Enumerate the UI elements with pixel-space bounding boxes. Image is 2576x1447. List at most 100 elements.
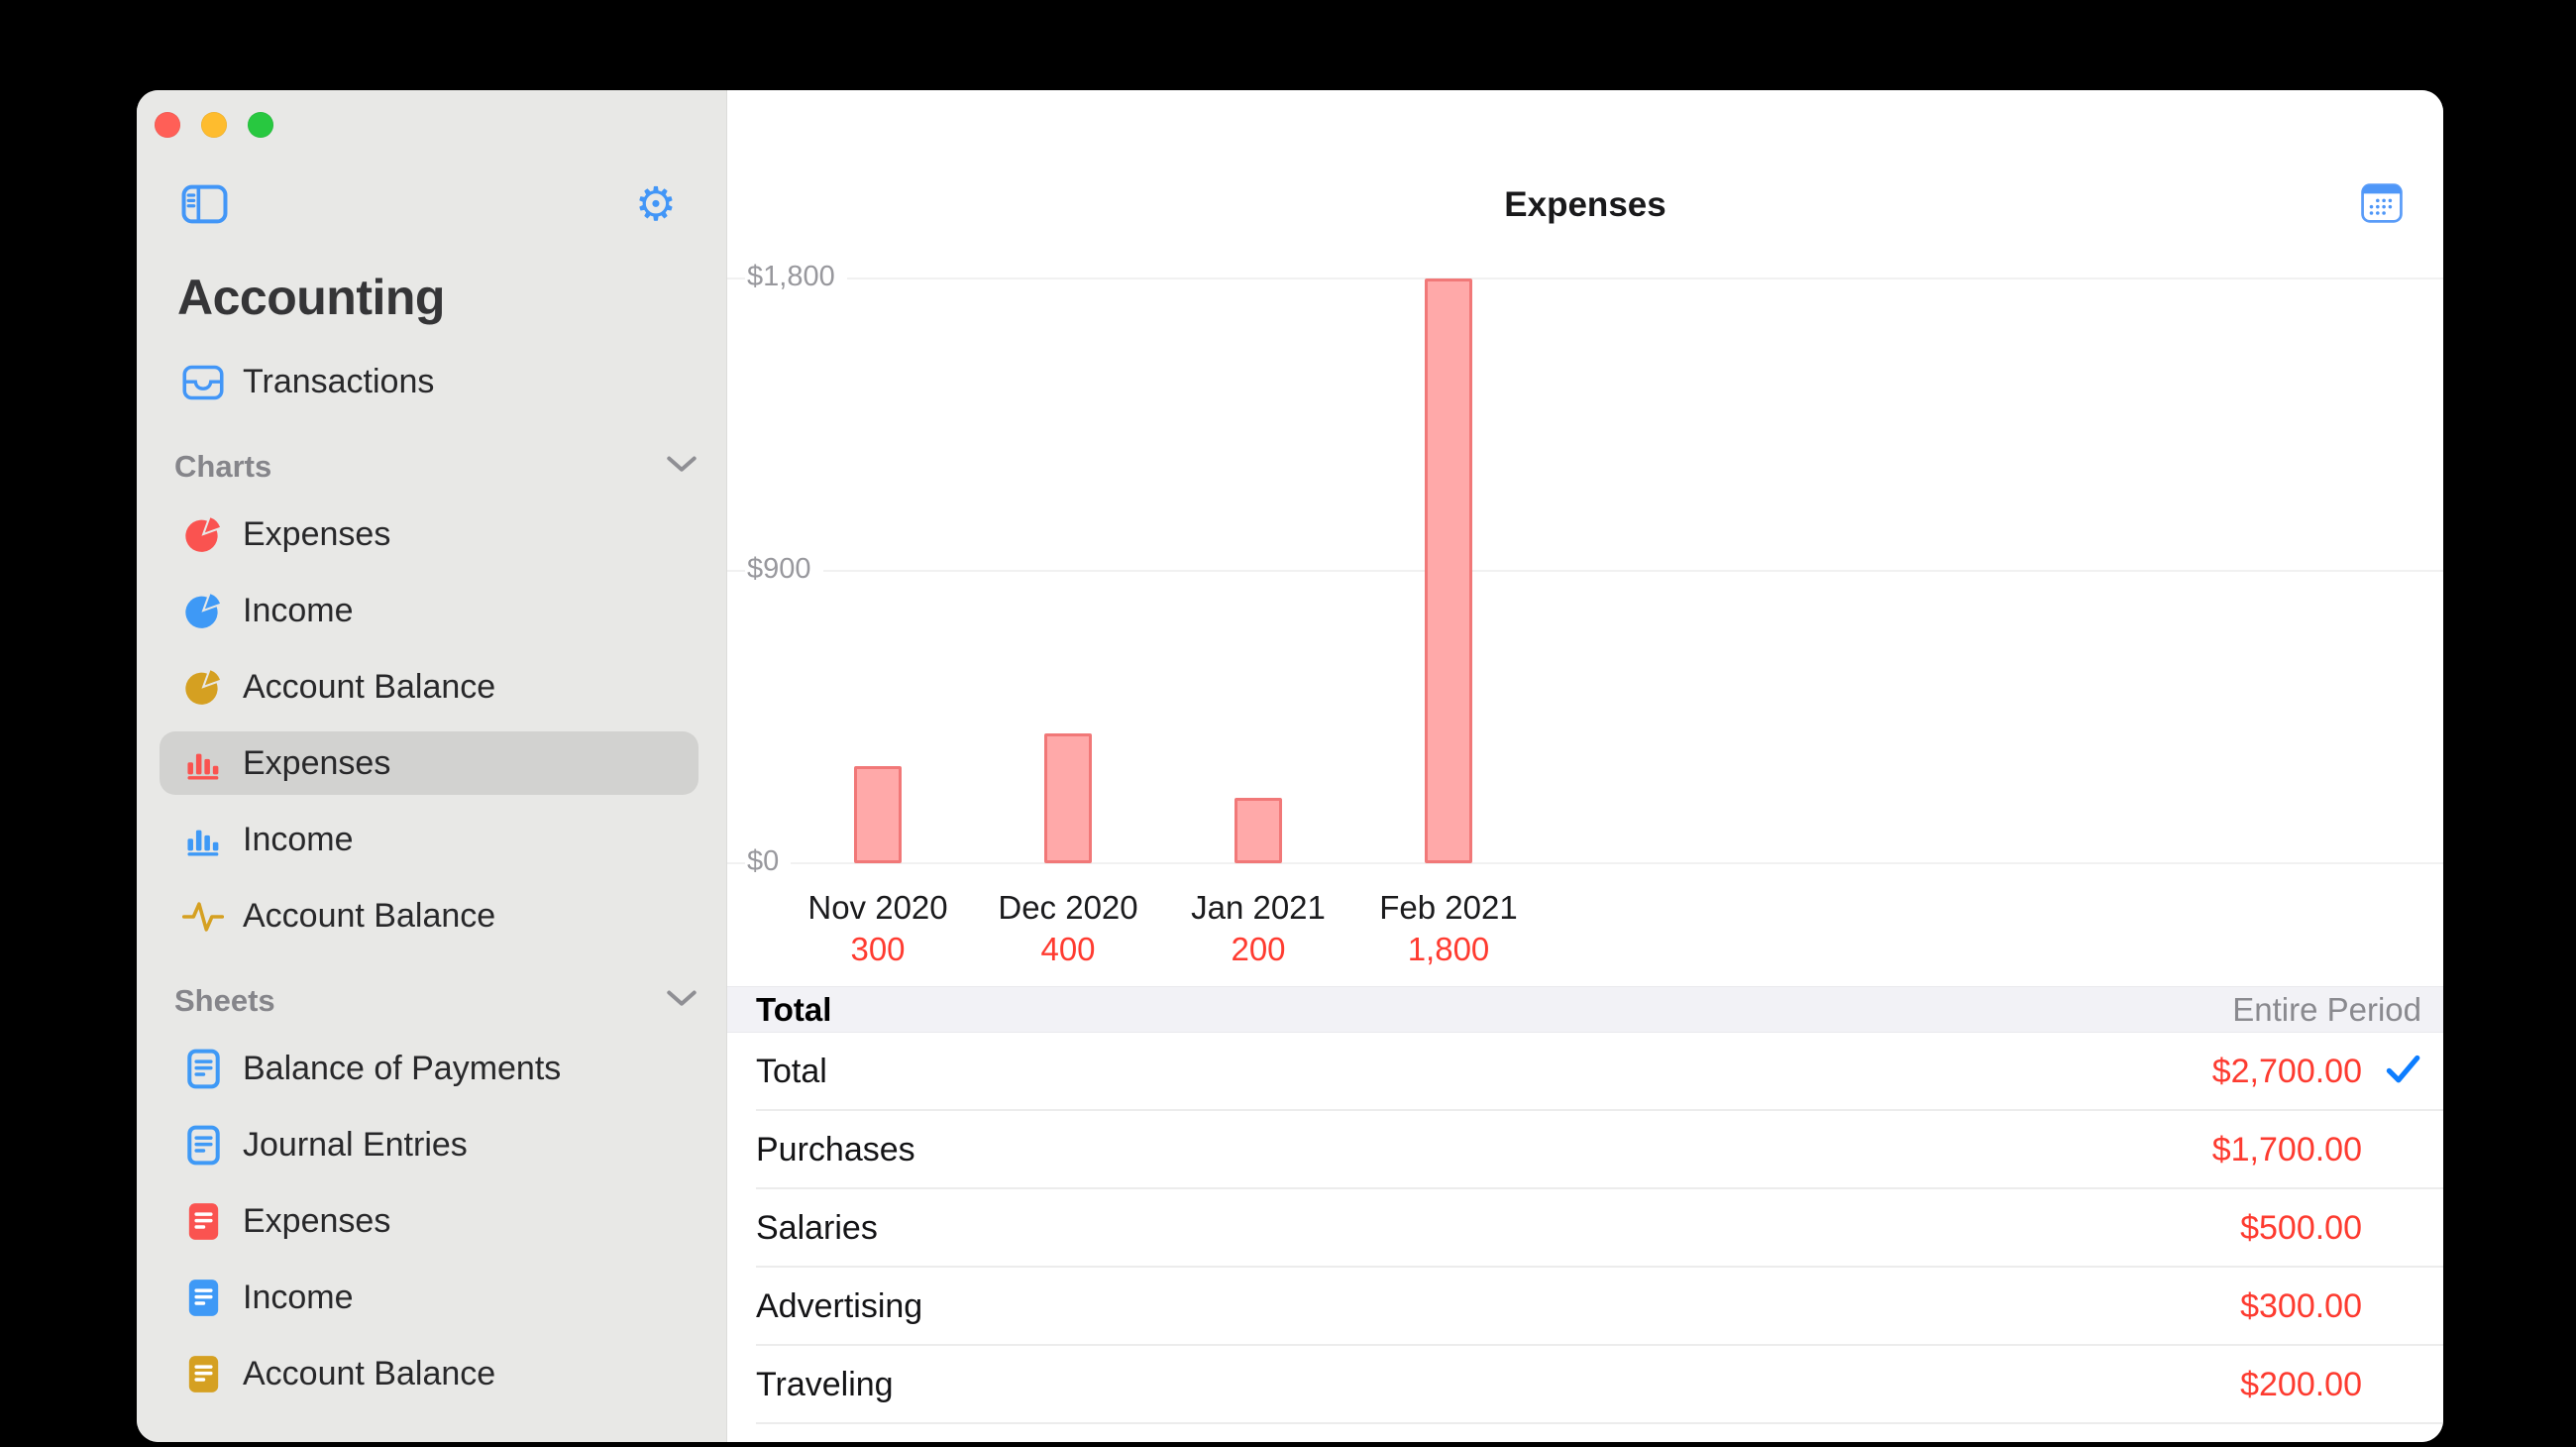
table-row-traveling[interactable]: Traveling $200.00 [727,1346,2443,1424]
sidebar-toolbar: ⚙ [181,177,677,232]
row-amount: $500.00 [2240,1209,2362,1247]
sidebar-item-label: Income [243,592,354,629]
bar-chart-icon [181,742,225,786]
row-amount: $1,700.00 [2211,1131,2362,1169]
sidebar-item-balance-of-payments[interactable]: Balance of Payments [137,1031,726,1107]
sidebar-item-account-balance[interactable]: Account Balance [137,1336,726,1412]
sidebar-item-income[interactable]: Income [137,573,726,649]
section-label: Sheets [174,983,275,1018]
bar-month-label: Feb 2021 [1379,889,1518,926]
pie-chart-icon [181,590,225,633]
traffic-light-minimize[interactable] [201,112,227,138]
table-row-purchases[interactable]: Purchases $1,700.00 [727,1111,2443,1189]
check-icon [2386,1055,2421,1090]
sidebar-toggle-icon [181,184,228,227]
bar-nov-2020 [854,765,902,863]
sidebar-item-expenses[interactable]: Expenses [137,725,726,802]
bar-feb-2021 [1425,278,1472,863]
tray-icon [181,361,225,404]
line-chart-icon [181,895,225,939]
bar-value-label: 400 [1040,931,1096,967]
sidebar-item-label: Account Balance [243,668,496,706]
sidebar-item-label: Journal Entries [243,1126,468,1164]
chart-title: Expenses [1504,185,1666,224]
table-row-advertising[interactable]: Advertising $300.00 [727,1268,2443,1346]
chevron-down-icon[interactable] [667,990,697,1012]
bar-chart: $0 $900 $1,800 Nov 2020 300 Dec 2020 400 Jan 20… [727,90,2443,986]
app-title: Accounting [177,270,445,325]
sidebar-item-label: Expenses [243,1202,391,1240]
sidebar-item-label: Account Balance [243,1355,496,1392]
main-panel: Expenses $0 $900 $1,800 Nov 2020 300 Dec 2020… [726,90,2443,1442]
bar-jan-2021 [1234,798,1282,863]
y-axis-tick: $0 [745,841,792,881]
document-icon [181,1353,225,1396]
app-window: ⚙ Accounting Transactions Charts Expenses I… [137,90,2443,1442]
bar-month-label: Dec 2020 [998,889,1138,926]
document-icon [181,1124,225,1168]
bar-dec-2020 [1044,732,1092,863]
row-amount: $200.00 [2240,1366,2362,1403]
y-axis-tick: $900 [745,549,823,589]
document-icon [181,1200,225,1244]
sidebar-item-expenses[interactable]: Expenses [137,1183,726,1260]
sidebar-item-account-balance[interactable]: Account Balance [137,878,726,954]
sidebar-item-label: Income [243,821,354,858]
document-icon [181,1277,225,1320]
section-label: Charts [174,449,272,484]
bar-month-label: Jan 2021 [1191,889,1326,926]
table-row-total[interactable]: Total $2,700.00 [727,1033,2443,1111]
sidebar-item-expenses[interactable]: Expenses [137,497,726,573]
sidebar-item-account-balance[interactable]: Account Balance [137,649,726,725]
pie-chart-icon [181,666,225,710]
bar-value-label: 300 [850,931,906,967]
sidebar-item-label: Expenses [243,744,391,782]
row-label: Total [756,1053,827,1090]
table-header-period: Entire Period [2232,990,2421,1028]
section-header-sheets[interactable]: Sheets [174,976,697,1026]
settings-button[interactable]: ⚙ [634,177,677,232]
sidebar-item-label: Account Balance [243,897,496,935]
check-slot [2362,1055,2421,1090]
sidebar-item-label: Balance of Payments [243,1050,562,1087]
sidebar-item-journal-entries[interactable]: Journal Entries [137,1107,726,1183]
sidebar-item-transactions[interactable]: Transactions [137,344,726,420]
sidebar-item-label: Income [243,1279,354,1316]
y-axis-tick: $1,800 [745,257,847,296]
row-amount: $2,700.00 [2211,1053,2362,1090]
bar-value-label: 1,800 [1407,931,1490,967]
pie-chart-icon [181,513,225,557]
calendar-icon [2361,182,2403,226]
bar-value-label: 200 [1231,931,1286,967]
chevron-down-icon[interactable] [667,456,697,478]
bar-chart-icon [181,819,225,862]
sidebar: ⚙ Accounting Transactions Charts Expenses I… [137,90,726,1442]
section-header-charts[interactable]: Charts [174,442,697,492]
bar-month-label: Nov 2020 [807,889,948,926]
sidebar-nav: Transactions Charts Expenses Income Account … [137,344,726,1412]
sidebar-item-label: Transactions [243,363,435,400]
gridline [727,278,2443,279]
table-row-salaries[interactable]: Salaries $500.00 [727,1189,2443,1268]
row-amount: $300.00 [2240,1287,2362,1325]
gear-icon: ⚙ [634,177,677,232]
gridline [727,862,2443,864]
table-header-total: Total [756,990,832,1028]
sidebar-item-income[interactable]: Income [137,802,726,878]
document-icon [181,1048,225,1091]
traffic-light-zoom[interactable] [248,112,273,138]
sidebar-item-income[interactable]: Income [137,1260,726,1336]
traffic-lights [155,112,273,138]
sidebar-item-label: Expenses [243,515,391,553]
gridline [727,570,2443,572]
row-label: Advertising [756,1287,923,1325]
table-header: Total Entire Period [727,986,2443,1033]
selection-highlight [160,731,698,795]
row-label: Traveling [756,1366,894,1403]
summary-table: Total Entire Period Total $2,700.00 Purcha… [727,986,2443,1442]
traffic-light-close[interactable] [155,112,180,138]
calendar-button[interactable] [2361,182,2403,226]
row-label: Purchases [756,1131,915,1169]
sidebar-toggle-button[interactable] [181,184,228,227]
